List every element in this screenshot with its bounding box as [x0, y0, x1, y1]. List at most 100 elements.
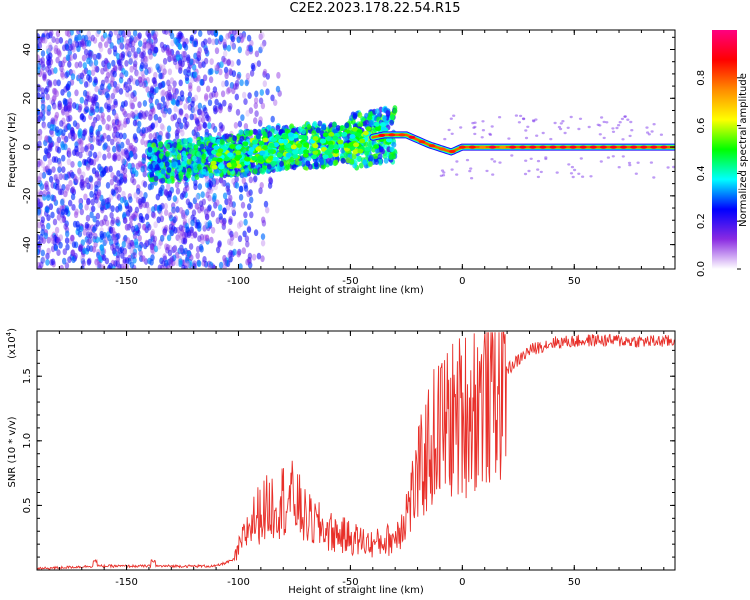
spectrogram-cell	[541, 131, 545, 135]
spectrogram-cell	[85, 149, 91, 157]
spectrogram-cell	[470, 177, 474, 180]
spectrogram-cell	[171, 206, 176, 214]
spectrogram-cell	[247, 258, 252, 265]
spectrogram-cell	[248, 129, 254, 136]
spectrogram-cell	[193, 167, 199, 174]
spectrogram-cell	[82, 89, 88, 97]
spectrogram-cell	[118, 204, 123, 212]
spectrogram-cell	[82, 228, 88, 236]
spectrogram-cell	[126, 44, 131, 51]
spectrogram-cell	[192, 231, 198, 239]
spectrogram-cell	[527, 169, 531, 173]
spectrogram-cell	[251, 156, 258, 161]
spectrogram-cell	[38, 159, 43, 166]
spectrogram-cell	[53, 67, 58, 74]
spectrogram-cell	[569, 145, 577, 149]
spectrogram-cell	[77, 33, 82, 41]
spectrogram-cell	[368, 154, 374, 161]
spectrogram-cell	[162, 111, 167, 118]
spectrogram-cell	[165, 150, 170, 157]
spectrogram-cell	[99, 264, 104, 269]
spectrogram-cell	[109, 80, 115, 88]
spectrogram-cell	[92, 215, 97, 223]
spectrogram-cell	[66, 80, 72, 88]
spectrogram-cell	[258, 119, 263, 127]
x-tick-label: 50	[568, 577, 581, 588]
spectrogram-cell	[155, 63, 160, 71]
spectrogram-cell	[160, 177, 166, 184]
spectrogram-cell	[183, 138, 189, 145]
spectrogram-cell	[72, 120, 78, 127]
spectrogram-cell	[248, 261, 253, 269]
spectrogram-cell	[215, 64, 220, 72]
spectrogram-cell	[205, 85, 211, 93]
spectrogram-cell	[234, 93, 239, 101]
spectrogram-cell	[63, 208, 69, 216]
spectrogram-cell	[201, 116, 206, 124]
spectrogram-cell	[240, 114, 245, 122]
spectrogram-cell	[219, 138, 225, 145]
spectrogram-cell	[142, 201, 147, 209]
spectrogram-cell	[166, 167, 172, 173]
spectrogram-cell	[114, 112, 119, 120]
spectrogram-cell	[236, 250, 241, 258]
spectrogram-cell	[181, 50, 186, 58]
spectrogram-cell	[290, 144, 297, 150]
spectrogram-cell	[192, 64, 197, 71]
spectrogram-cell	[111, 109, 117, 116]
spectrogram-cell	[189, 34, 195, 42]
spectrogram-cell	[254, 90, 259, 98]
spectrogram-cell	[37, 67, 41, 74]
spectrogram-cell	[579, 157, 583, 160]
spectrogram-cell	[222, 263, 227, 269]
spectrogram-cell	[40, 229, 45, 236]
spectrogram-cell	[491, 173, 495, 176]
spectrogram-cell	[275, 85, 281, 93]
spectrogram-cell	[259, 167, 265, 174]
spectrogram-cell	[178, 164, 184, 171]
spectrogram-cell	[156, 102, 161, 110]
spectrogram-cell	[229, 239, 234, 247]
spectrogram-cell	[83, 193, 88, 201]
spectrogram-cell	[207, 68, 212, 76]
spectrogram-cell	[165, 143, 171, 150]
spectrogram-cell	[48, 41, 53, 49]
spectrogram-cell	[374, 108, 380, 115]
spectrogram-cell	[222, 207, 227, 215]
spectrogram-cell	[377, 153, 383, 160]
spectrogram-cell	[85, 214, 91, 222]
spectrogram-cell	[113, 30, 118, 36]
spectrogram-cell	[481, 129, 485, 132]
spectrogram-cell	[235, 108, 241, 116]
spectrogram-cell	[138, 80, 143, 88]
spectrogram-cell	[115, 86, 120, 93]
spectrogram-cell	[611, 155, 615, 158]
spectrogram-cell	[51, 95, 57, 102]
spectrogram-cell	[122, 217, 128, 224]
spectrogram-cell	[231, 42, 236, 50]
spectrogram-cell	[37, 176, 42, 184]
spectrogram-cell	[161, 89, 166, 97]
spectrogram-cell	[198, 200, 204, 208]
spectrogram-cell	[150, 246, 155, 254]
spectrogram-cell	[79, 208, 85, 216]
spectrogram-cell	[96, 189, 102, 197]
spectrogram-cell	[104, 91, 110, 99]
spectrogram-cell	[77, 138, 82, 145]
spectrogram-cell	[215, 246, 221, 254]
spectrogram-cell	[52, 103, 57, 111]
spectrogram-cell	[243, 211, 248, 219]
spectrogram-cell	[197, 47, 202, 54]
spectrogram-cell	[82, 62, 88, 69]
spectrogram-cell	[60, 89, 65, 96]
spectrogram-cell	[97, 88, 103, 96]
spectrogram-cell	[620, 117, 625, 121]
spectrogram-cell	[237, 46, 242, 54]
spectrogram-cell	[133, 238, 139, 246]
spectrogram-cell	[204, 213, 210, 221]
spectrogram-cell	[68, 114, 73, 122]
spectrogram-cell	[158, 72, 163, 80]
spectrogram-cell	[122, 265, 127, 269]
spectrogram-cell	[199, 78, 204, 86]
spectrogram-cell	[183, 247, 188, 255]
